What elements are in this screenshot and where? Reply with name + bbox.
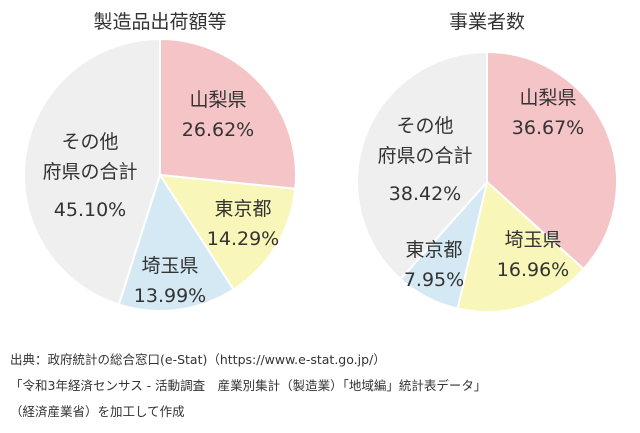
slice-label-shipments-tokyo: 東京都 14.29% bbox=[207, 198, 279, 250]
pie-slice-shipments-tokyo bbox=[158, 173, 297, 291]
pie-slice-shipments-yamanashi bbox=[159, 37, 297, 190]
slice-label-shipments-other: その他府県の合計 45.10% bbox=[42, 131, 137, 221]
pie-slice-businesses-saitama bbox=[456, 180, 586, 313]
pie-slice-shipments-saitama bbox=[117, 172, 235, 312]
pie-slice-businesses-other bbox=[356, 50, 488, 281]
source-line-2: 「令和3年経済センサス - 活動調査 産業別集計（製造業）「地域編」統計表データ… bbox=[10, 378, 487, 393]
slice-label-businesses-yamanashi: 山梨県 36.67% bbox=[512, 87, 584, 139]
slice-label-businesses-other: その他府県の合計 38.42% bbox=[377, 115, 472, 205]
source-line-3: （経済産業省）を加工して作成 bbox=[10, 404, 185, 419]
slice-label-businesses-saitama: 埼玉県 16.96% bbox=[497, 229, 569, 281]
charts: 製造品出荷額等 事業者数 山梨県 26.62% 東京都 14.29%埼玉県 13.99%… bbox=[22, 11, 618, 313]
pie-slice-shipments-other bbox=[22, 37, 161, 306]
chart-title-shipments: 製造品出荷額等 bbox=[93, 11, 226, 33]
slice-label-shipments-yamanashi: 山梨県 26.62% bbox=[182, 89, 254, 141]
pie-slice-businesses-yamanashi bbox=[486, 50, 618, 271]
pie-chart-shipments: 山梨県 26.62% 東京都 14.29%埼玉県 13.99% その他府県の合計 45.10… bbox=[22, 37, 297, 312]
source-note: 出典：政府統計の総合窓口(e-Stat)（https://www.e-stat.… bbox=[10, 347, 635, 425]
chart-title-businesses: 事業者数 bbox=[449, 11, 525, 33]
slice-label-businesses-tokyo: 東京都 7.95% bbox=[404, 239, 464, 291]
source-line-1: 出典：政府統計の総合窓口(e-Stat)（https://www.e-stat.… bbox=[10, 352, 386, 367]
pie-chart-businesses: 山梨県 36.67% 埼玉県 16.96% 東京都 7.95% その他府県の合計 38.42% bbox=[356, 50, 618, 313]
slice-label-shipments-saitama: 埼玉県 13.99% bbox=[134, 255, 206, 307]
